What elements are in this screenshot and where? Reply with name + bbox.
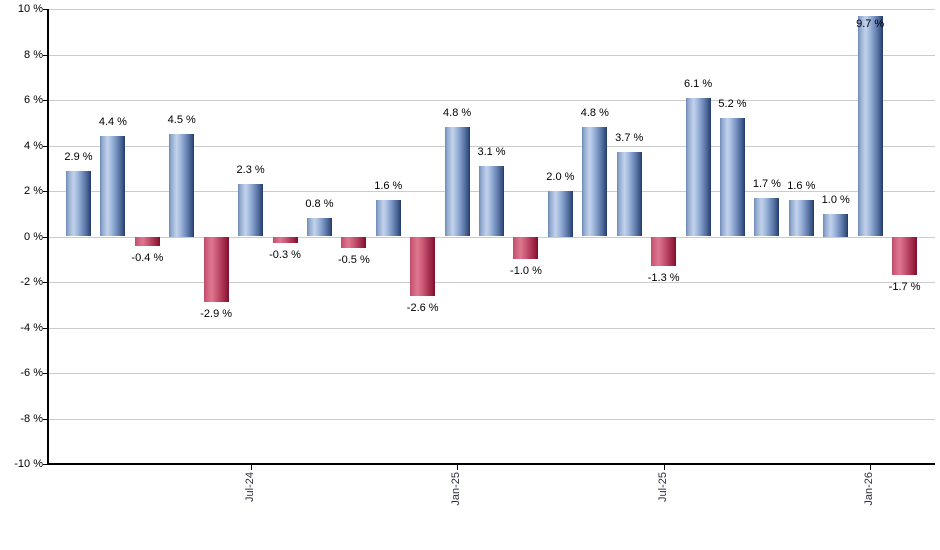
bar-feb-24 [66, 170, 91, 237]
bar-value-label-sep-24: 0.8 % [305, 198, 334, 211]
y-axis-label--2: -2 % [20, 276, 43, 288]
y-tick--2 [43, 282, 47, 283]
y-tick--8 [43, 418, 47, 420]
x-tick-jan-25 [457, 465, 459, 470]
bar-value-label-apr-25: 2.0 % [546, 171, 575, 183]
y-axis-label-2: 2 % [24, 185, 43, 197]
bar-value-label-mar-25: -1.0 % [510, 265, 542, 278]
bar-dec-25 [823, 213, 849, 237]
x-axis-line [47, 463, 935, 465]
bar-value-label-mar-24: 4.4 % [98, 116, 127, 129]
gridline--8 [49, 418, 935, 420]
bar-feb-25 [479, 165, 505, 237]
bar-value-label-may-24: 4.5 % [167, 114, 196, 127]
x-tick-jul-25 [663, 465, 665, 470]
bar-nov-25 [788, 200, 814, 237]
bar-jul-24 [238, 184, 264, 237]
bar-aug-24 [272, 236, 298, 244]
bar-dec-24 [410, 236, 436, 296]
y-tick-8 [43, 54, 47, 56]
x-tick-jan-26 [870, 465, 872, 470]
y-tick-0 [43, 236, 47, 238]
bar-value-label-jun-24: -2.9 % [200, 308, 233, 321]
bar-value-label-jan-25: 4.8 % [443, 107, 472, 120]
bar-value-label-nov-25: 1.6 % [787, 180, 816, 193]
bar-value-label-jan-26: 9.7 % [856, 17, 885, 30]
bar-value-label-apr-24: -0.4 % [131, 251, 164, 264]
y-tick-6 [43, 100, 47, 101]
bar-value-label-oct-24: -0.5 % [337, 253, 370, 266]
bar-apr-25 [547, 191, 573, 237]
bar-nov-24 [375, 200, 401, 237]
y-tick-4 [43, 145, 47, 147]
bar-value-label-jul-24: 2.3 % [236, 164, 265, 177]
gridline-0 [49, 236, 935, 238]
gridline-6 [49, 100, 935, 101]
y-axis-label-6: 6 % [24, 94, 43, 106]
bar-oct-25 [754, 197, 780, 237]
bar-may-24 [169, 134, 195, 237]
y-tick-2 [43, 191, 47, 192]
bar-sep-25 [719, 118, 745, 237]
bar-value-label-feb-24: 2.9 % [64, 150, 93, 163]
gridline--4 [49, 327, 935, 329]
bar-value-label-jul-25: -1.3 % [647, 272, 680, 285]
bar-mar-24 [100, 136, 126, 237]
y-axis-label-0: 0 % [24, 230, 43, 243]
y-axis-label--8: -8 % [20, 412, 43, 425]
y-axis-label--4: -4 % [20, 321, 43, 334]
y-axis-label-10: 10 % [17, 3, 43, 15]
y-tick-10 [43, 9, 47, 10]
bar-oct-24 [341, 236, 367, 248]
bar-value-label-dec-24: -2.6 % [406, 301, 439, 314]
bar-value-label-may-25: 4.8 % [580, 107, 609, 120]
y-tick--4 [43, 327, 47, 329]
bar-jun-25 [616, 152, 642, 237]
gridline--2 [49, 282, 935, 283]
x-tick-jul-24 [250, 465, 252, 470]
y-tick--10 [43, 464, 47, 465]
y-axis-label-8: 8 % [24, 48, 43, 61]
bar-jul-25 [651, 236, 677, 267]
bar-value-label-nov-24: 1.6 % [374, 180, 403, 193]
bar-value-label-feb-25: 3.1 % [477, 145, 506, 158]
bar-jan-25 [444, 127, 470, 237]
bar-jun-24 [203, 236, 229, 303]
bar-feb-26 [892, 236, 918, 276]
bar-sep-24 [306, 218, 332, 237]
gridline-10 [49, 9, 935, 10]
bar-value-label-dec-25: 1.0 % [821, 193, 850, 206]
bar-apr-24 [134, 236, 160, 246]
bar-value-label-sep-25: 5.2 % [718, 98, 747, 111]
y-axis-label-4: 4 % [24, 139, 43, 152]
x-axis-label-jan-25: Jan-25 [450, 472, 463, 506]
bar-value-label-aug-25: 6.1 % [683, 77, 713, 90]
bar-may-25 [582, 127, 608, 237]
gridline-4 [49, 145, 935, 147]
bar-value-label-oct-25: 1.7 % [752, 177, 781, 190]
bar-jan-26 [857, 15, 883, 237]
bar-mar-25 [513, 236, 539, 260]
bar-value-label-aug-24: -0.3 % [269, 249, 301, 262]
x-axis-label-jan-26: Jan-26 [863, 472, 876, 506]
x-axis-label-jul-25: Jul-25 [656, 472, 669, 502]
gridline--6 [49, 373, 935, 374]
y-tick--6 [43, 373, 47, 374]
bar-value-label-feb-26: -1.7 % [888, 281, 921, 294]
gridline-8 [49, 54, 935, 56]
bar-value-label-jun-25: 3.7 % [615, 132, 644, 145]
y-axis-label--6: -6 % [20, 367, 43, 379]
y-axis-label--10: -10 % [14, 458, 43, 470]
bar-aug-25 [685, 97, 711, 237]
y-axis-line [47, 9, 49, 465]
x-axis-label-jul-24: Jul-24 [243, 472, 256, 502]
